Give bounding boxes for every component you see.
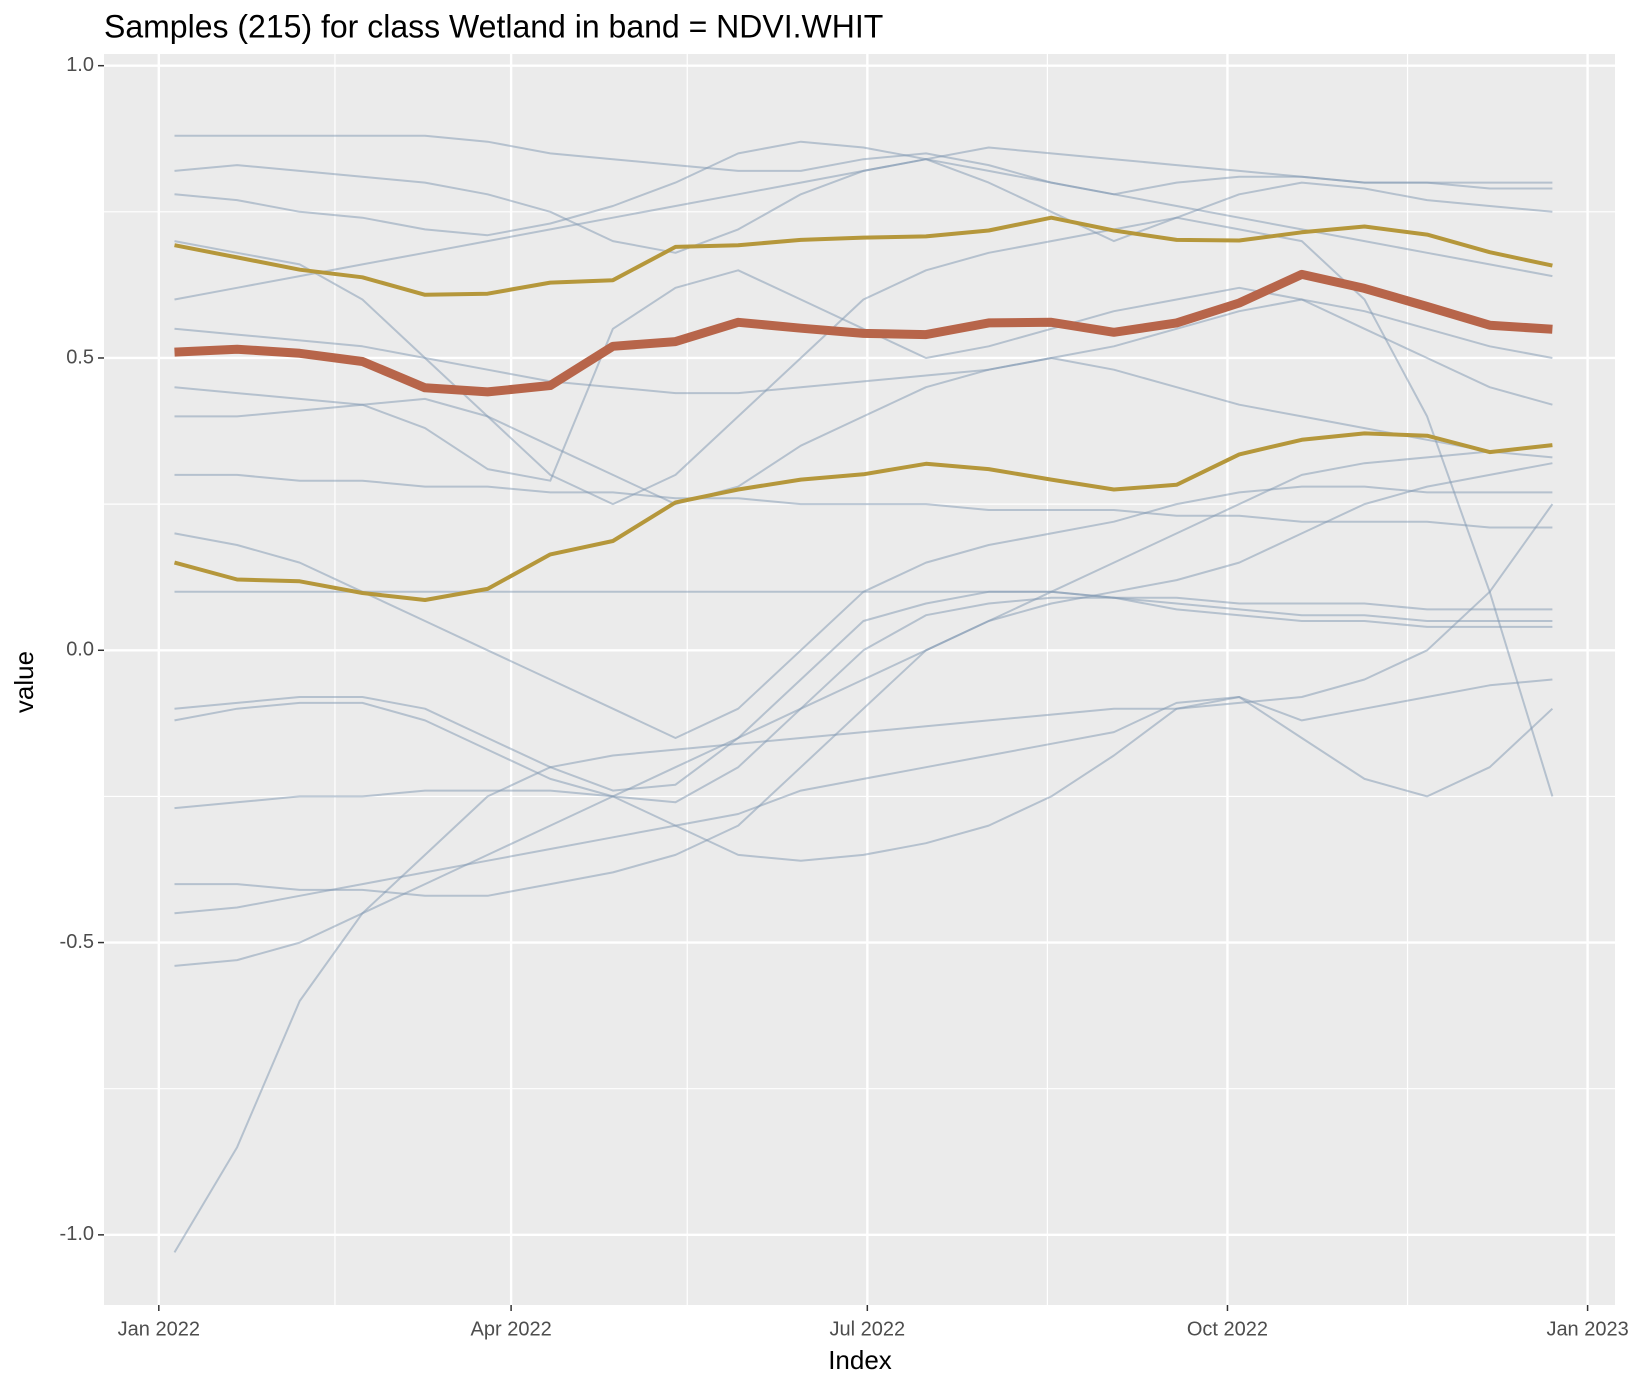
x-tick-label: Oct 2022 [1187,1318,1268,1340]
series-line [174,596,1553,804]
panel [104,54,1615,1305]
series-line [174,485,1553,739]
series-line [174,298,1553,395]
x-tick-label: Jan 2023 [1546,1318,1628,1340]
series-line [174,462,1553,897]
y-tick-label: -1.0 [60,1223,94,1245]
series-line [174,216,1554,797]
y-tick-label: 0.0 [66,639,94,661]
series-line [174,215,1553,297]
x-tick-label: Apr 2022 [471,1318,552,1340]
series-line [174,357,1553,506]
y-tick-label: -0.5 [60,931,94,953]
series-line [173,431,1553,602]
series-line [174,269,1553,482]
y-tick-label: 0.5 [66,346,94,368]
series-line [174,473,1553,529]
x-tick-label: Jul 2022 [830,1318,906,1340]
x-tick-label: Jan 2022 [118,1318,200,1340]
series-line [174,590,1553,792]
y-tick-label: 1.0 [66,54,94,76]
series-line [174,146,1553,254]
series-line [174,678,1553,915]
series-line [173,503,1554,1253]
series-line [174,696,1554,862]
x-axis-title: Index [828,1345,892,1375]
chart-title: Samples (215) for class Wetland in band … [104,8,883,44]
series-line [174,269,1553,397]
y-axis-title: value [9,651,39,713]
series-line [174,140,1553,243]
